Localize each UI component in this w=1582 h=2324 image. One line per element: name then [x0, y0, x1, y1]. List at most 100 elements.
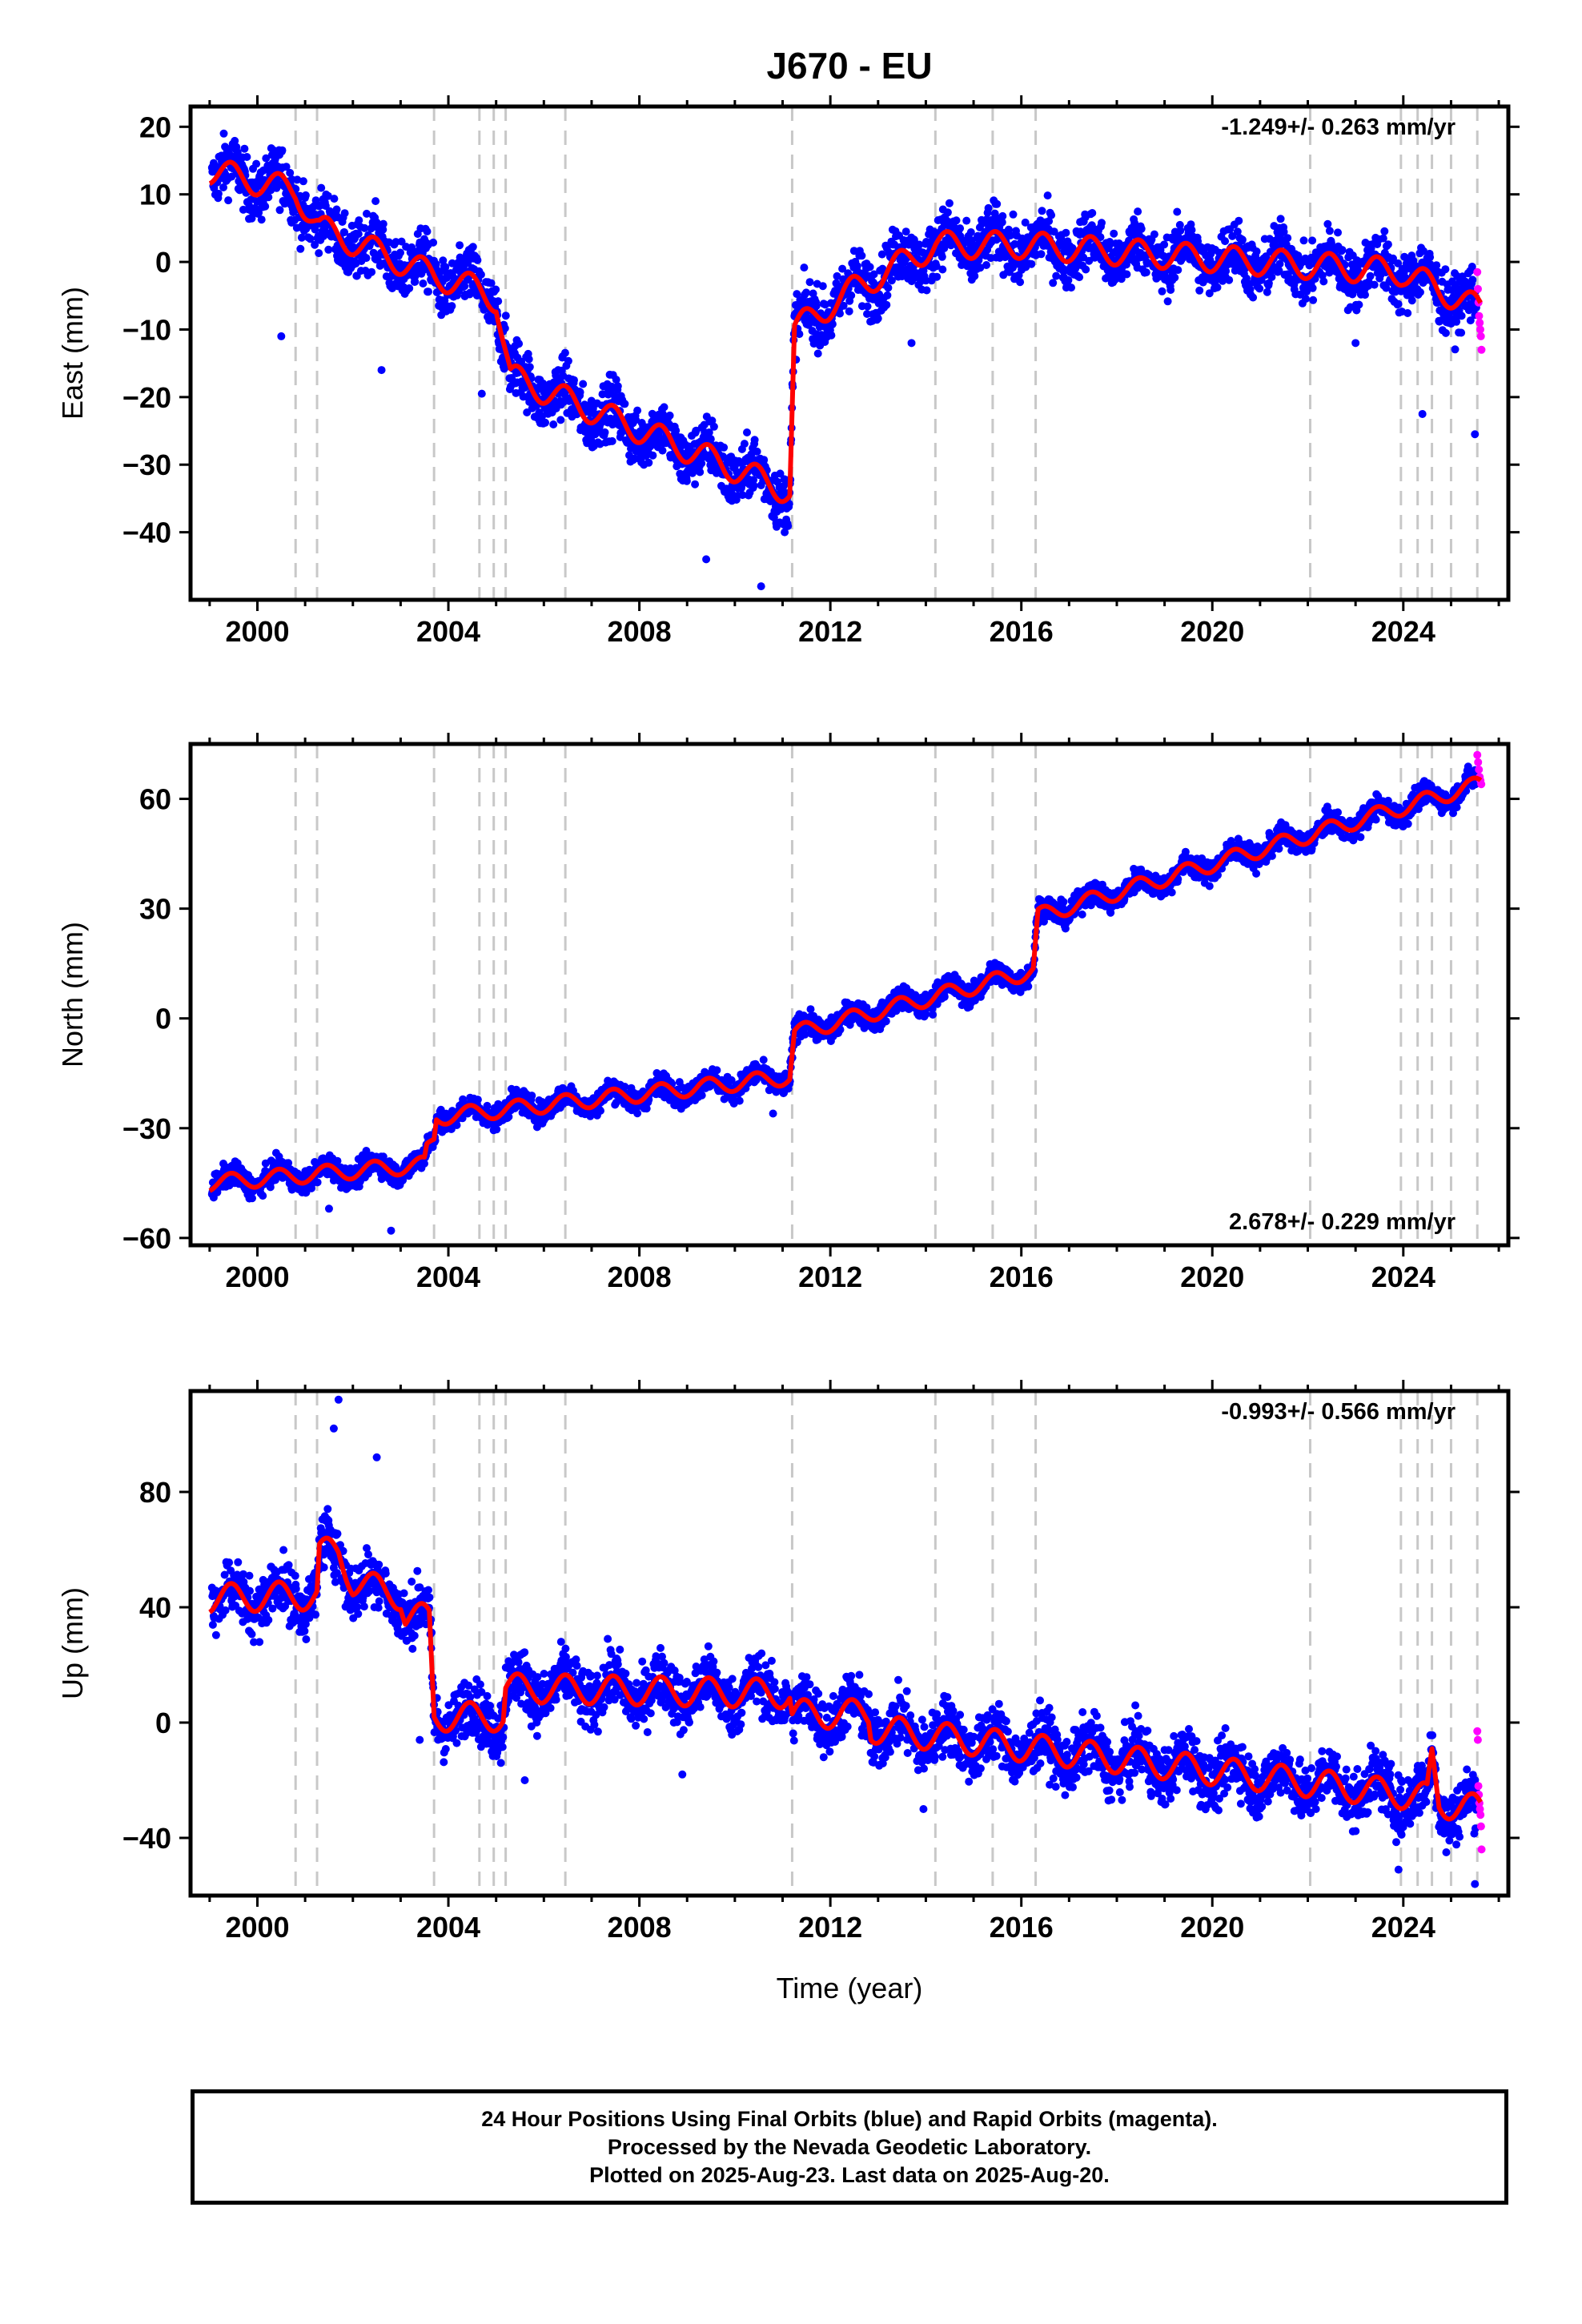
data-point	[1098, 219, 1106, 227]
data-point	[405, 284, 414, 292]
data-point	[672, 426, 681, 435]
data-point	[976, 263, 985, 272]
data-point	[956, 224, 965, 233]
data-point	[658, 446, 667, 455]
data-point	[1308, 283, 1317, 292]
data-point	[492, 285, 500, 294]
data-point	[1150, 230, 1158, 239]
data-point	[1235, 216, 1243, 225]
data-point	[282, 163, 291, 171]
data-point	[887, 276, 896, 285]
data-point	[549, 420, 558, 428]
y-axis-label: East (mm)	[56, 287, 89, 420]
data-point	[1006, 231, 1014, 240]
data-point	[424, 287, 432, 296]
outlier-point	[1351, 339, 1360, 348]
data-point	[873, 314, 882, 323]
data-point	[296, 244, 305, 253]
data-point	[644, 458, 653, 467]
data-point	[441, 263, 450, 271]
data-point	[247, 214, 256, 223]
data-point	[800, 263, 809, 272]
data-point	[299, 177, 307, 186]
data-point	[297, 233, 306, 242]
data-point	[1338, 246, 1347, 255]
data-point	[600, 428, 609, 436]
data-point	[697, 1091, 706, 1100]
final-orbit-points	[207, 129, 1480, 591]
data-point	[901, 227, 910, 236]
data-point	[1122, 260, 1130, 269]
data-point	[882, 300, 891, 309]
data-point	[248, 1194, 256, 1203]
data-point	[340, 228, 349, 236]
data-point	[839, 301, 848, 310]
data-point	[1160, 240, 1169, 249]
data-point	[915, 240, 924, 249]
data-point	[998, 211, 1007, 220]
data-point	[1267, 273, 1276, 281]
data-point	[1305, 261, 1314, 270]
data-point	[705, 428, 713, 436]
data-point	[1457, 328, 1466, 337]
data-point	[494, 297, 503, 306]
data-point	[1163, 297, 1172, 306]
data-point	[264, 193, 273, 202]
data-point	[633, 406, 642, 415]
data-point	[1062, 228, 1070, 237]
data-point	[480, 305, 488, 314]
data-point	[1319, 277, 1328, 286]
data-point	[564, 356, 572, 365]
data-point	[1106, 238, 1114, 246]
data-point	[1252, 247, 1261, 255]
data-point	[612, 376, 620, 384]
data-point	[697, 459, 706, 468]
y-tick-label: 0	[155, 246, 171, 279]
data-point	[456, 241, 464, 250]
data-point	[576, 388, 584, 396]
data-point	[750, 436, 759, 444]
data-point	[793, 290, 801, 299]
data-point	[836, 309, 844, 318]
data-point	[779, 482, 788, 491]
data-point	[749, 481, 758, 490]
data-point	[301, 191, 310, 199]
data-point	[1049, 279, 1058, 287]
data-point	[515, 340, 524, 348]
outlier-point	[1471, 430, 1480, 439]
data-point	[487, 279, 496, 287]
data-point	[781, 528, 789, 537]
x-tick-label: 2024	[1371, 615, 1435, 648]
data-point	[255, 208, 263, 217]
data-point	[556, 416, 565, 424]
data-point	[740, 440, 749, 448]
data-point	[1045, 217, 1054, 226]
data-point	[363, 209, 371, 218]
data-point	[833, 271, 841, 280]
data-point	[1441, 328, 1450, 337]
data-point	[648, 451, 657, 460]
x-tick-label: 2004	[416, 615, 480, 648]
data-point	[709, 422, 718, 431]
data-point	[1255, 284, 1264, 293]
data-point	[473, 1096, 482, 1104]
y-tick-label: 10	[139, 179, 171, 211]
data-point	[749, 476, 758, 485]
data-point	[214, 189, 223, 198]
data-point	[311, 240, 319, 249]
data-point	[332, 205, 341, 214]
data-point	[1355, 300, 1363, 309]
data-point	[1213, 283, 1222, 292]
x-tick-label: 2016	[990, 615, 1054, 648]
data-point	[620, 400, 629, 408]
data-point	[1361, 291, 1369, 300]
data-point	[317, 183, 326, 192]
data-point	[1221, 237, 1230, 246]
data-point	[966, 228, 975, 236]
data-point	[1323, 219, 1332, 228]
x-tick-label: 2000	[225, 615, 289, 648]
data-point	[1047, 211, 1056, 219]
data-point	[367, 267, 376, 276]
data-point	[1010, 239, 1019, 248]
